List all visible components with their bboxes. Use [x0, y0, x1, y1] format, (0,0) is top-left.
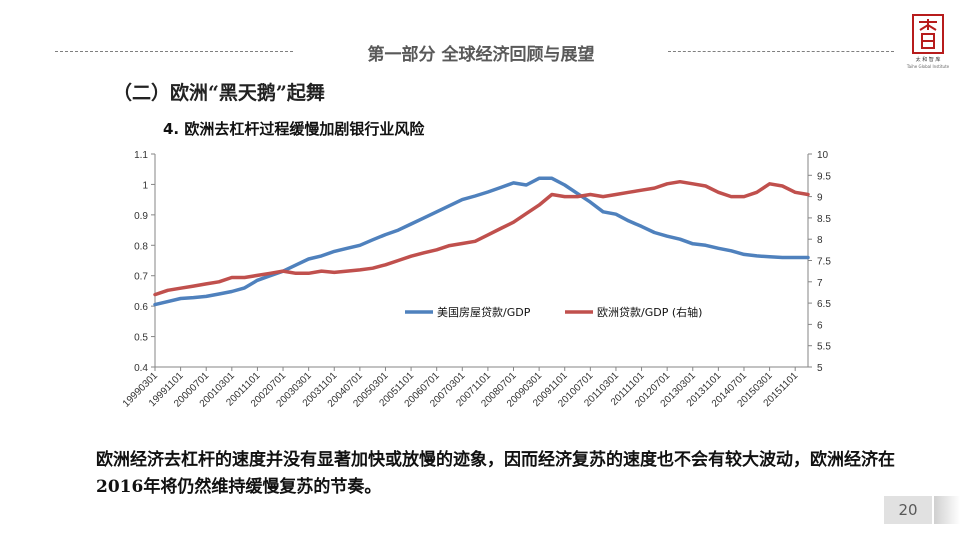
logo-text: 太 和 智 库: [915, 57, 941, 63]
y-right-tick-label: 10: [817, 150, 829, 161]
series-line-eu-loans: [153, 179, 810, 297]
logo-seal-glyph-icon: [919, 19, 937, 49]
body-text: 欧洲经济去杠杆的速度并没有显著加快或放慢的迹象，因而经济复苏的速度也不会有较大波…: [96, 450, 895, 497]
y-left-tick-label: 0.8: [134, 241, 148, 252]
page-number: 20: [884, 496, 932, 524]
y-right-tick-label: 7: [817, 278, 823, 289]
y-right-tick-label: 6: [817, 320, 823, 331]
logo: 太 和 智 库 Taihe Global Institute: [906, 14, 950, 70]
y-right-tick-label: 5: [817, 363, 823, 374]
y-right-tick-label: 9: [817, 193, 823, 204]
y-right-tick-label: 5.5: [817, 342, 831, 353]
header-divider-left: [55, 51, 293, 52]
logo-seal-icon: [912, 14, 944, 54]
y-right-tick-label: 7.5: [817, 257, 831, 268]
y-right-tick-label: 9.5: [817, 171, 831, 182]
legend-label: 欧洲贷款/GDP (右轴): [597, 305, 702, 319]
y-right-tick-label: 8.5: [817, 214, 831, 225]
page-number-shadow: [934, 496, 960, 524]
header-divider-right: [668, 51, 894, 52]
chart-title: 4. 欧洲去杠杆过程缓慢加剧银行业风险: [163, 120, 425, 138]
y-left-tick-label: 0.9: [134, 211, 148, 222]
header-title: 第一部分 全球经济回顾与展望: [367, 45, 595, 65]
y-right-tick-label: 6.5: [817, 299, 831, 310]
y-left-tick-label: 0.7: [134, 272, 148, 283]
y-left-tick-label: 0.5: [134, 333, 148, 344]
y-left-tick-label: 1: [142, 180, 148, 191]
y-left-tick-label: 1.1: [134, 150, 148, 161]
series-line-us-mortgage: [153, 176, 810, 307]
y-left-tick-label: 0.4: [134, 363, 148, 374]
legend-label: 美国房屋贷款/GDP: [437, 305, 531, 319]
logo-subtext: Taihe Global Institute: [906, 64, 950, 69]
y-left-tick-label: 0.6: [134, 302, 148, 313]
section-title: （二）欧洲“黑天鹅”起舞: [113, 82, 325, 104]
y-right-tick-label: 8: [817, 235, 823, 246]
